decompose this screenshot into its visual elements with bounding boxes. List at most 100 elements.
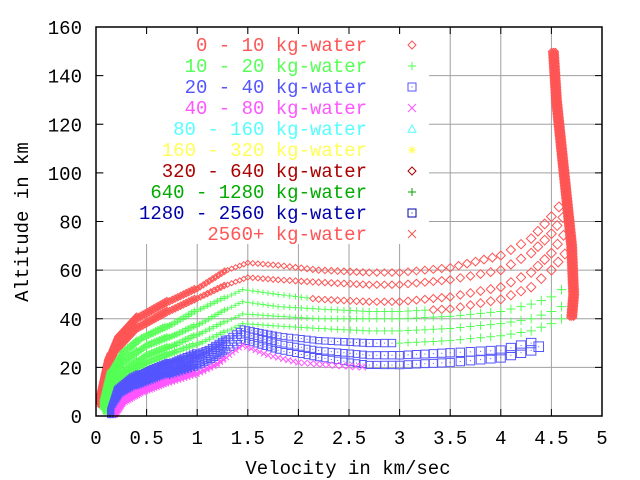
data-point xyxy=(403,350,413,360)
data-point xyxy=(340,326,348,334)
data-point xyxy=(266,344,273,352)
data-point xyxy=(346,326,354,334)
data-point xyxy=(239,342,246,349)
data-point xyxy=(536,295,547,306)
data-point xyxy=(240,286,246,293)
data-point xyxy=(526,326,536,336)
data-point xyxy=(334,326,341,333)
data-point xyxy=(172,348,177,353)
plot-border xyxy=(95,26,603,417)
data-point xyxy=(333,279,342,288)
data-point xyxy=(456,335,465,344)
data-point xyxy=(225,318,231,324)
data-point xyxy=(546,291,557,302)
data-point xyxy=(465,300,476,311)
data-point xyxy=(297,335,305,343)
legend-label: 20 - 40 kg-water xyxy=(185,77,367,99)
data-point xyxy=(486,332,496,342)
data-point xyxy=(346,315,354,323)
series-10 xyxy=(547,47,580,321)
legend-label: 40 - 80 kg-water xyxy=(185,98,367,120)
data-point xyxy=(420,325,429,334)
data-point xyxy=(248,332,255,339)
data-point xyxy=(525,281,537,293)
data-point xyxy=(327,337,336,345)
data-point xyxy=(539,234,551,246)
data-point xyxy=(475,285,486,297)
data-point xyxy=(280,276,288,284)
data-point xyxy=(453,260,464,271)
data-point xyxy=(255,301,261,307)
data-point xyxy=(515,285,527,297)
data-point xyxy=(365,297,374,306)
legend-entry: 20 - 40 kg-water xyxy=(185,77,417,99)
data-point xyxy=(437,336,446,346)
data-point xyxy=(372,297,382,307)
data-point xyxy=(264,352,272,359)
data-point xyxy=(167,343,172,348)
data-point xyxy=(314,266,323,274)
data-point xyxy=(465,270,476,281)
data-point xyxy=(260,312,266,319)
legend-label: 320 - 640 kg-water xyxy=(162,161,367,183)
data-point xyxy=(162,343,167,348)
data-point xyxy=(225,306,231,312)
data-point xyxy=(487,252,498,263)
data-point xyxy=(445,275,456,285)
data-point xyxy=(372,338,381,348)
data-point xyxy=(359,307,367,315)
legend-marker-cross-icon xyxy=(407,229,417,239)
data-point xyxy=(485,296,496,307)
data-point xyxy=(570,313,578,321)
data-point xyxy=(455,290,466,300)
data-point xyxy=(455,356,466,367)
data-point xyxy=(245,311,251,317)
data-point xyxy=(309,325,316,332)
data-point xyxy=(403,296,413,306)
data-point xyxy=(286,323,293,330)
data-point xyxy=(505,259,517,270)
data-point xyxy=(387,338,397,348)
data-point xyxy=(388,315,396,323)
data-point xyxy=(298,324,305,331)
y-tick-label: 140 xyxy=(48,67,82,89)
data-point xyxy=(281,304,287,310)
data-point xyxy=(475,268,486,280)
data-point xyxy=(245,299,251,306)
data-point xyxy=(420,359,430,369)
data-point xyxy=(259,275,267,283)
data-point xyxy=(365,315,373,323)
data-point xyxy=(340,315,348,323)
data-point xyxy=(286,314,293,320)
data-point xyxy=(372,351,381,360)
data-point xyxy=(298,314,305,321)
data-point xyxy=(437,348,447,358)
data-point xyxy=(255,312,261,318)
x-tick-label: 1 xyxy=(191,428,202,450)
data-point xyxy=(485,353,496,364)
data-point xyxy=(325,361,333,369)
data-point xyxy=(395,339,404,347)
data-point xyxy=(496,331,506,341)
data-point xyxy=(314,278,323,287)
data-point xyxy=(395,280,405,290)
data-point xyxy=(436,304,447,315)
data-point xyxy=(321,347,329,355)
data-point xyxy=(352,279,361,289)
data-point xyxy=(346,279,355,288)
data-point xyxy=(225,294,231,300)
data-point xyxy=(403,267,413,277)
data-point xyxy=(532,241,544,253)
data-point xyxy=(327,266,336,275)
data-point xyxy=(169,342,174,347)
data-point xyxy=(476,309,485,318)
data-point xyxy=(346,267,355,276)
data-point xyxy=(353,315,361,323)
data-point xyxy=(380,315,389,323)
data-point xyxy=(338,362,346,370)
data-point xyxy=(225,328,231,334)
data-point xyxy=(297,277,306,285)
data-point xyxy=(373,315,381,323)
data-point xyxy=(346,296,355,305)
